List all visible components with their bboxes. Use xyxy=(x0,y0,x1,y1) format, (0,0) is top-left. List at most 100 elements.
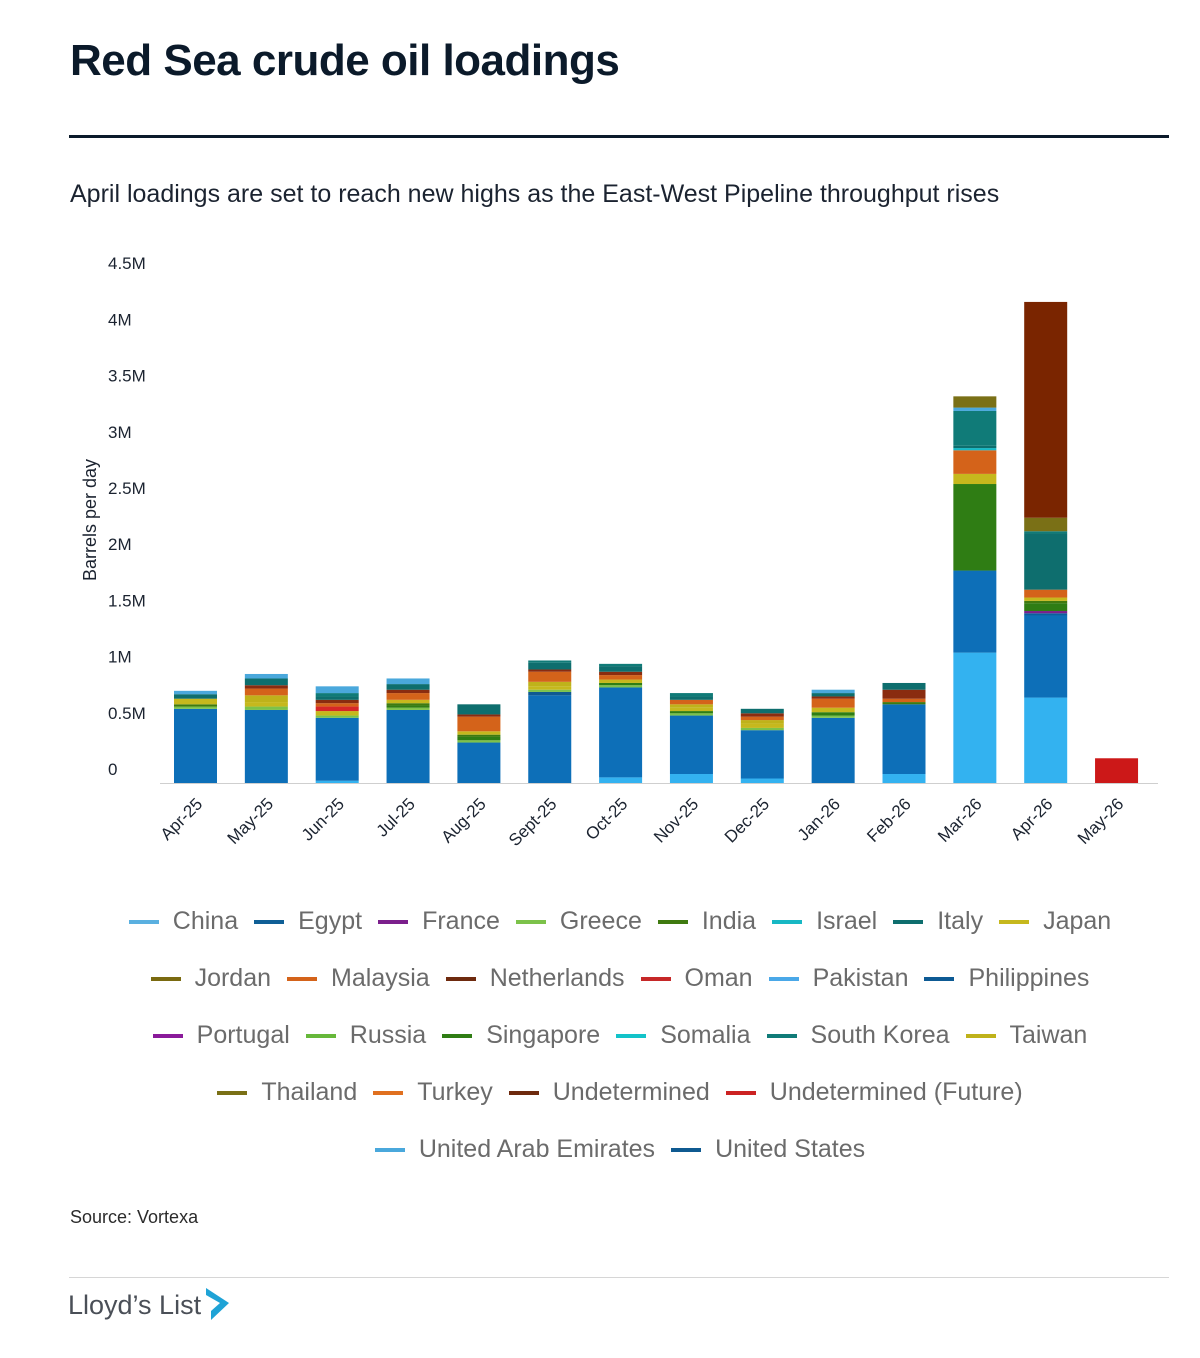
legend-item[interactable]: Taiwan xyxy=(965,1021,1087,1050)
bar-segment xyxy=(669,696,713,700)
legend-item[interactable]: Italy xyxy=(893,907,983,936)
bar-segment xyxy=(174,708,217,783)
legend-item[interactable]: Portugal xyxy=(152,1021,290,1050)
legend-swatch xyxy=(725,1090,756,1095)
bar-segment xyxy=(244,706,288,710)
legend-item[interactable]: United States xyxy=(671,1135,865,1164)
bar-segment xyxy=(599,671,643,676)
legend-item[interactable]: Netherlands xyxy=(445,964,625,993)
bar-segment xyxy=(174,694,217,699)
bar-segment xyxy=(669,774,713,783)
y-tick-label: 2.5M xyxy=(108,479,146,498)
bar-segment xyxy=(244,702,288,707)
legend-swatch xyxy=(965,1033,996,1038)
x-tick-label: Apr-26 xyxy=(1007,794,1057,844)
legend-label: Egypt xyxy=(298,907,363,935)
bar-segment xyxy=(740,708,784,714)
bar-segment xyxy=(315,780,359,783)
x-tick-label: Apr-25 xyxy=(157,794,207,844)
legend-swatch xyxy=(616,1033,647,1038)
y-tick-label: 1.5M xyxy=(108,591,146,610)
bar-segment xyxy=(174,690,217,695)
legend-item[interactable]: Egypt xyxy=(254,907,362,936)
legend-item[interactable]: Singapore xyxy=(442,1021,600,1050)
legend-swatch xyxy=(768,976,799,981)
legend-label: Japan xyxy=(1043,907,1112,935)
bar-stack-may-26 xyxy=(1095,758,1139,783)
legend-item[interactable]: South Korea xyxy=(766,1021,950,1050)
legend-label: France xyxy=(422,907,500,935)
legend-swatch xyxy=(374,1147,405,1152)
legend-item[interactable]: Israel xyxy=(772,907,877,936)
legend-label: Undetermined (Future) xyxy=(769,1078,1023,1106)
legend-swatch xyxy=(515,919,546,924)
legend-item[interactable]: Undetermined xyxy=(508,1078,710,1107)
legend-item[interactable]: Jordan xyxy=(150,964,271,993)
bar-segment xyxy=(599,675,643,680)
legend-label: Turkey xyxy=(417,1078,493,1106)
legend-item[interactable]: Japan xyxy=(999,907,1111,936)
bar-segment xyxy=(386,678,430,685)
bar-segment xyxy=(1024,603,1068,612)
footer-divider xyxy=(69,1277,1169,1278)
legend-label: Greece xyxy=(559,907,642,935)
legend-item[interactable]: Malaysia xyxy=(287,964,430,993)
legend-swatch xyxy=(373,1090,404,1095)
bar-segment xyxy=(528,671,572,682)
bar-segment xyxy=(1024,597,1068,601)
legend-item[interactable]: Russia xyxy=(305,1021,426,1050)
bar-segment xyxy=(457,742,501,783)
bar-segment xyxy=(174,698,217,705)
legend-item[interactable]: India xyxy=(657,907,756,936)
bar-stack-apr-26 xyxy=(1024,301,1068,783)
bar-stack-oct-25 xyxy=(599,663,643,783)
bar-segment xyxy=(315,703,359,707)
bar-segment xyxy=(882,704,926,775)
bar-segment xyxy=(174,704,217,707)
bar-segment xyxy=(811,696,855,699)
bar-segment xyxy=(315,693,359,697)
stacked-bar-chart: Barrels per day 0 0.5M 1M 1.5M 2M 2.5M 3M 3.5M 4M… xyxy=(80,254,1158,850)
legend-item[interactable]: Philippines xyxy=(924,964,1089,993)
legend-item[interactable]: United Arab Emirates xyxy=(374,1135,655,1164)
bar-segment xyxy=(528,681,572,687)
bar-segment xyxy=(457,704,501,715)
bar-segment xyxy=(1024,589,1068,598)
bar-stack-dec-25 xyxy=(740,708,784,783)
brand-logo[interactable]: Lloyd’s List xyxy=(68,1286,235,1324)
bar-segment xyxy=(669,704,713,708)
y-tick-label: 0 xyxy=(108,760,117,779)
bar-segment xyxy=(528,660,572,663)
bar-segment xyxy=(457,740,501,743)
bar-segment xyxy=(457,716,501,732)
legend-item[interactable]: Pakistan xyxy=(768,964,908,993)
bar-segment xyxy=(953,450,997,474)
legend-item[interactable]: Turkey xyxy=(373,1078,493,1107)
x-tick-label: Dec-25 xyxy=(721,794,773,846)
legend-label: Philippines xyxy=(968,964,1090,992)
bar-segment xyxy=(599,679,643,683)
bar-segment xyxy=(386,693,430,700)
legend-item[interactable]: Greece xyxy=(515,907,642,936)
legend-label: Somalia xyxy=(660,1021,751,1049)
bar-segment xyxy=(811,698,855,708)
legend-item[interactable]: Oman xyxy=(640,964,753,993)
x-tick-label: Jul-25 xyxy=(373,794,419,840)
legend-label: Netherlands xyxy=(489,964,625,992)
legend-swatch xyxy=(772,919,803,924)
legend-row: China Egypt France Greece India Israel Italy Ja… xyxy=(70,893,1170,950)
bar-segment xyxy=(953,445,997,449)
legend-swatch xyxy=(508,1090,539,1095)
bar-segment xyxy=(315,686,359,694)
legend-item[interactable]: Thailand xyxy=(217,1078,357,1107)
legend-item[interactable]: France xyxy=(378,907,500,936)
x-tick-label: Oct-25 xyxy=(582,794,632,844)
legend-item[interactable]: Undetermined (Future) xyxy=(725,1078,1023,1107)
page-title: Red Sea crude oil loadings xyxy=(70,36,620,85)
legend-swatch xyxy=(128,919,159,924)
legend-item[interactable]: China xyxy=(128,907,238,936)
legend-item[interactable]: Somalia xyxy=(616,1021,751,1050)
bar-segment xyxy=(1024,533,1068,590)
legend-swatch xyxy=(254,919,285,924)
legend-label: Thailand xyxy=(261,1078,358,1106)
